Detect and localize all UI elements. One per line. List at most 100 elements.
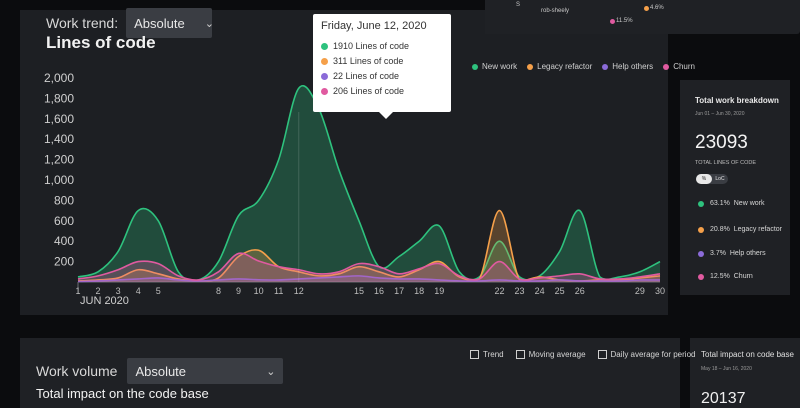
x-tick-label: 16: [374, 286, 384, 296]
daily-average-checkbox[interactable]: Daily average for period: [597, 350, 695, 360]
y-tick-label: 600: [54, 214, 74, 228]
breakdown-total: 23093: [695, 132, 748, 153]
work-trend-select[interactable]: Absolute ⌄: [126, 8, 214, 38]
x-tick-label: 12: [294, 286, 304, 296]
tooltip-text: 1910 Lines of code: [333, 41, 410, 51]
legend-item-help-others[interactable]: Help others: [602, 62, 653, 71]
mini-dot1: [644, 6, 649, 11]
x-tick-label: 8: [216, 286, 221, 296]
y-tick-label: 1,800: [44, 91, 74, 105]
breakdown-date-range: Jun 01 – Jun 30, 2020: [695, 111, 745, 117]
x-tick-label: 15: [354, 286, 364, 296]
x-tick-label: 1: [75, 286, 80, 296]
impact-side-panel: [690, 338, 800, 408]
series-area-churn: [78, 253, 660, 282]
unit-toggle[interactable]: % LoC: [696, 174, 728, 184]
checkbox-box: [515, 350, 525, 360]
y-tick-label: 400: [54, 234, 74, 248]
x-tick-label: 26: [575, 286, 585, 296]
moving-average-checkbox[interactable]: Moving average: [515, 350, 586, 360]
x-tick-label: 30: [655, 286, 665, 296]
legend-dot: [472, 63, 478, 70]
legend-item-new-work[interactable]: New work: [472, 62, 517, 71]
x-tick-label: 29: [635, 286, 645, 296]
work-trend-row: Work trend: Absolute ⌄: [46, 8, 214, 38]
breakdown-total-label: TOTAL LINES OF CODE: [695, 160, 757, 166]
breakdown-label: Legacy refactor: [733, 226, 782, 233]
legend-dot: [663, 63, 670, 70]
chart-title: Lines of code: [46, 33, 156, 52]
work-volume-select[interactable]: Absolute ⌄: [127, 358, 284, 384]
tooltip-row: 22 Lines of code: [321, 71, 399, 81]
work-volume-label: Work volume: [36, 363, 118, 379]
tooltip-row: 1910 Lines of code: [321, 41, 409, 51]
breakdown-label: Help others: [729, 250, 766, 257]
breakdown-title: Total work breakdown: [695, 96, 779, 105]
breakdown-dot: [698, 226, 704, 233]
tooltip-date: Friday, June 12, 2020: [321, 20, 427, 32]
toggle-loc[interactable]: LoC: [715, 176, 725, 182]
y-tick-label: 2,000: [44, 71, 74, 85]
legend-item-legacy-refactor[interactable]: Legacy refactor: [527, 62, 592, 71]
legend-item-churn[interactable]: Churn: [663, 62, 695, 71]
breakdown-label: Churn: [733, 273, 753, 280]
chevron-down-icon: ⌄: [266, 365, 276, 378]
breakdown-row: 63.1% New work: [698, 200, 764, 207]
x-tick-label: 18: [414, 286, 424, 296]
impact-side-title: Total impact on code base: [701, 350, 794, 359]
y-tick-label: 1,600: [44, 112, 74, 126]
legend-label: Help others: [612, 62, 654, 71]
tooltip-text: 206 Lines of code: [333, 86, 405, 96]
tooltip-dot: [321, 72, 328, 80]
work-breakdown-panel: [680, 80, 790, 295]
tooltip-dot: [321, 57, 328, 65]
impact-side-total: 20137: [701, 390, 746, 407]
breakdown-pct: 63.1%: [710, 200, 730, 207]
series-line-help-others: [77, 275, 661, 283]
checkbox-box: [470, 350, 479, 360]
breakdown-pct: 12.5%: [710, 273, 730, 280]
chart-tooltip: Friday, June 12, 2020 1910 Lines of code…: [313, 14, 451, 119]
tooltip-dot: [321, 42, 328, 50]
tooltip-row: 311 Lines of code: [321, 56, 403, 66]
breakdown-dot: [698, 250, 704, 257]
toggle-percent[interactable]: %: [696, 174, 712, 184]
series-area-new-work: [78, 85, 660, 282]
x-tick-label: 23: [515, 286, 525, 296]
work-trend-value: Absolute: [134, 15, 185, 31]
x-tick-label: 3: [116, 286, 121, 296]
work-volume-row: Work volume Absolute ⌄: [36, 358, 284, 384]
x-tick-label: 17: [394, 286, 404, 296]
mini-s-label: S: [516, 2, 521, 8]
legend-label: Legacy refactor: [537, 62, 593, 71]
x-tick-label: 25: [555, 286, 565, 296]
mini-val2: 11.5%: [616, 18, 633, 24]
y-tick-label: 800: [54, 193, 74, 207]
bottom-options: Trend Moving average Daily average for p…: [470, 350, 695, 360]
breakdown-pct: 3.7%: [710, 250, 726, 257]
legend-label: Churn: [673, 62, 695, 71]
chart-legend: New work Legacy refactor Help others Chu…: [472, 62, 695, 71]
y-tick-label: 1,400: [44, 132, 74, 146]
mini-val1: 4.6%: [650, 5, 664, 11]
work-trend-label: Work trend:: [46, 15, 119, 31]
breakdown-dot: [698, 200, 704, 207]
x-tick-label: 19: [434, 286, 444, 296]
mini-dot2: [610, 19, 615, 24]
tooltip-dot: [321, 87, 328, 95]
legend-dot: [527, 63, 534, 70]
tooltip-text: 311 Lines of code: [333, 56, 404, 66]
lines-of-code-chart[interactable]: 2,000 1,800 1,600 1,400 1,200 1,000 800 600 400 2…: [0, 0, 800, 320]
y-tick-label: 1,000: [44, 173, 74, 187]
x-tick-label: 9: [236, 286, 241, 296]
breakdown-row: 3.7% Help others: [698, 250, 766, 257]
tooltip-row: 206 Lines of code: [321, 86, 404, 96]
y-tick-label: 1,200: [44, 153, 74, 167]
checkbox-box: [597, 350, 607, 360]
mini-name: rob-sheely: [541, 8, 570, 14]
breakdown-row: 12.5% Churn: [698, 273, 753, 280]
breakdown-dot: [698, 273, 704, 280]
x-tick-label: 22: [494, 286, 504, 296]
trend-checkbox[interactable]: Trend: [470, 350, 504, 360]
x-tick-label: 5: [156, 286, 161, 296]
